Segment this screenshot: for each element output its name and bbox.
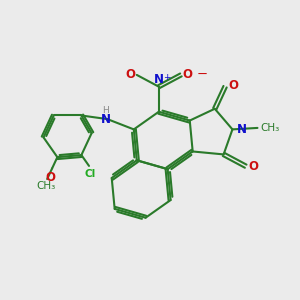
Text: CH₃: CH₃ — [36, 182, 55, 191]
Text: O: O — [125, 68, 135, 81]
Text: O: O — [249, 160, 259, 173]
Text: Cl: Cl — [84, 169, 95, 179]
Text: N: N — [237, 123, 247, 136]
Text: +: + — [163, 73, 171, 82]
Text: H: H — [103, 106, 109, 115]
Text: N: N — [101, 112, 111, 126]
Text: −: − — [197, 68, 208, 81]
Text: N: N — [154, 73, 164, 86]
Text: O: O — [182, 68, 192, 81]
Text: CH₃: CH₃ — [260, 123, 280, 133]
Text: O: O — [228, 79, 238, 92]
Text: O: O — [46, 171, 56, 184]
